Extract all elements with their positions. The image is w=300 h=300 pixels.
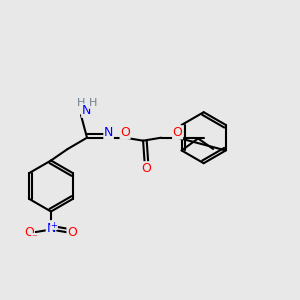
Text: O: O bbox=[120, 126, 130, 139]
Text: N: N bbox=[46, 221, 56, 235]
Text: H: H bbox=[77, 98, 85, 108]
Text: O: O bbox=[141, 162, 151, 175]
Text: H: H bbox=[89, 98, 97, 108]
Text: ⁻: ⁻ bbox=[32, 233, 38, 244]
Text: N: N bbox=[104, 126, 113, 139]
Text: N: N bbox=[82, 104, 91, 117]
Text: O: O bbox=[173, 126, 182, 139]
Text: O: O bbox=[67, 226, 77, 239]
Text: +: + bbox=[51, 220, 57, 230]
Text: O: O bbox=[25, 226, 34, 239]
